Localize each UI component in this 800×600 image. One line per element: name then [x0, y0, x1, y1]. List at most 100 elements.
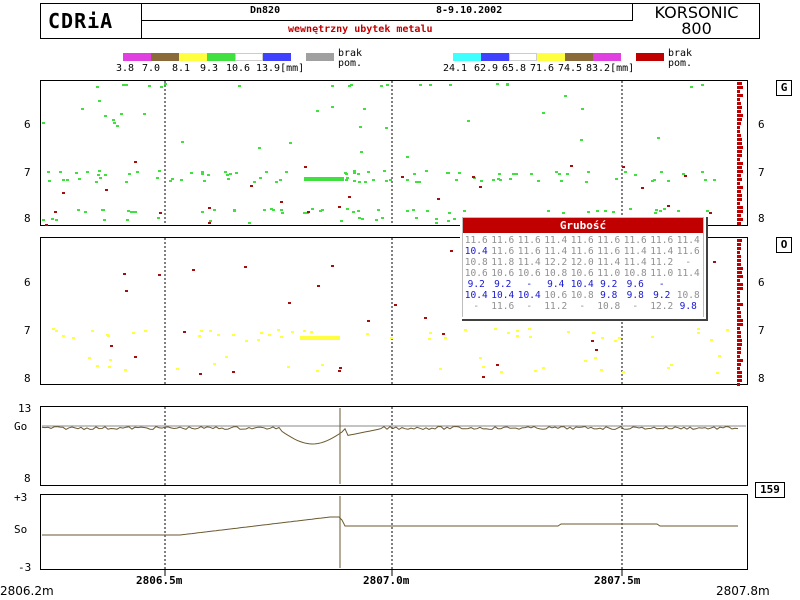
scan-dot-g [263, 209, 266, 211]
thickness-cell: - [632, 301, 639, 312]
thickness-cell: 11.4 [623, 257, 647, 268]
legend-right-label-2: 65.8 [502, 63, 527, 74]
thickness-cell: 10.4 [491, 290, 515, 301]
edge-marker-o [737, 319, 743, 322]
scan-dot-o [321, 364, 324, 366]
inspection-date: 8-9.10.2002 [436, 5, 503, 16]
scan-dot-o [198, 335, 201, 337]
edge-marker-o [737, 299, 740, 302]
thickness-cell: 11.4 [623, 246, 647, 257]
thickness-cell: - [526, 301, 533, 312]
scan-dot-g [270, 208, 273, 210]
scan-dot-g [104, 174, 107, 176]
scan-dot-g [158, 170, 161, 172]
scan-dot-o [225, 356, 228, 358]
go-bottom-label: 8 [24, 472, 31, 485]
thickness-row: 11.6 11.6 11.6 11.4 11.6 11.6 11.6 11.6 11.4 [463, 235, 703, 246]
scan-dot-g [75, 172, 78, 174]
panel-go[interactable] [40, 406, 748, 486]
scan-dot-g [530, 173, 533, 175]
scan-dot-g [385, 127, 388, 129]
scan-dot-g [86, 171, 89, 173]
scan-dot-g [547, 210, 550, 212]
thickness-cell: 11.0 [597, 268, 621, 279]
edge-marker-o [737, 283, 743, 286]
scan-dot-g [701, 84, 704, 86]
edge-marker-g [737, 222, 741, 225]
scan-dot-o [390, 337, 393, 339]
g-ytick-left-7: 7 [24, 166, 31, 179]
scan-defect-o [288, 302, 291, 304]
scan-dot-g [346, 208, 349, 210]
scan-dot-g [596, 210, 599, 212]
panel-g[interactable] [40, 80, 748, 226]
edge-marker-o [737, 287, 743, 290]
thickness-cell: 11.6 [570, 235, 594, 246]
scan-dot-g [253, 181, 256, 183]
scan-dot-g [122, 84, 125, 86]
logo-box [40, 3, 142, 39]
edge-marker-g [737, 118, 742, 121]
scan-dot-g [345, 173, 348, 175]
scan-dot-g [171, 178, 174, 180]
edge-marker-o [737, 311, 741, 314]
scan-defect-o [713, 261, 716, 263]
scan-dot-g [66, 179, 69, 181]
edge-marker-o [737, 271, 742, 274]
legend-right-chip-0 [453, 53, 481, 61]
edge-marker-g [737, 134, 741, 137]
scan-dot-g [59, 171, 62, 173]
scan-dot-g [372, 179, 375, 181]
thickness-cell: 11.4 [676, 235, 700, 246]
scan-dot-o [88, 357, 91, 359]
scan-defect-o [192, 269, 195, 271]
brand-line1: KORSONIC [654, 3, 739, 22]
panel-so[interactable] [40, 494, 748, 570]
panel-g-button[interactable]: G [776, 80, 792, 96]
thickness-cell: 11.6 [597, 246, 621, 257]
scan-dot-o [144, 330, 147, 332]
legend-left-label-3: 9.3 [200, 63, 219, 74]
scan-dot-o [109, 359, 112, 361]
edge-marker-g [737, 194, 742, 197]
edge-marker-g [737, 98, 740, 101]
scan-defect-g [250, 185, 253, 187]
x-axis-end: 2807.8m [716, 584, 770, 598]
edge-marker-o [737, 355, 740, 358]
scan-dot-g [629, 208, 632, 210]
scan-dot-o [107, 335, 110, 337]
edge-marker-o [737, 347, 741, 350]
thickness-cell [675, 279, 702, 290]
scan-dot-g [406, 210, 409, 212]
scan-dot-g [164, 83, 167, 85]
scan-dot-g [498, 173, 501, 175]
scan-dot-o [303, 330, 306, 332]
scan-dot-g [415, 181, 418, 183]
thickness-popup[interactable]: Grubość 11.6 11.6 11.6 11.4 11.6 11.6 11.6 11.6… [460, 215, 706, 319]
so-bottom-label: -3 [18, 561, 32, 574]
go-top-label: 13 [18, 402, 32, 415]
legend-left-missing-chip [306, 53, 334, 61]
thickness-row: 10.4 11.6 11.6 11.4 11.6 11.6 11.4 11.4 11.6 [463, 246, 703, 257]
scan-dot-g [345, 179, 348, 181]
scan-dot-g [353, 172, 356, 174]
edge-marker-g [737, 178, 742, 181]
thickness-cell: 11.4 [597, 257, 621, 268]
thickness-cell: 11.6 [491, 235, 515, 246]
thickness-cell: 11.2 [544, 301, 568, 312]
panel-o-button[interactable]: O [776, 237, 792, 253]
scan-defect-g [45, 224, 48, 226]
edge-marker-o [737, 327, 740, 330]
edge-marker-o [737, 275, 743, 278]
scan-dot-o [494, 328, 497, 330]
legend-right-label-3: 71.6 [530, 63, 555, 74]
scan-defect-g [401, 176, 404, 178]
edge-marker-o [737, 295, 740, 298]
scan-dot-g [126, 219, 129, 221]
edge-marker-g [737, 210, 743, 213]
scan-defect-o [424, 317, 427, 319]
scan-dot-g [682, 173, 685, 175]
edge-marker-o [737, 259, 741, 262]
scan-dot-g [224, 171, 227, 173]
edge-marker-g [737, 162, 743, 165]
